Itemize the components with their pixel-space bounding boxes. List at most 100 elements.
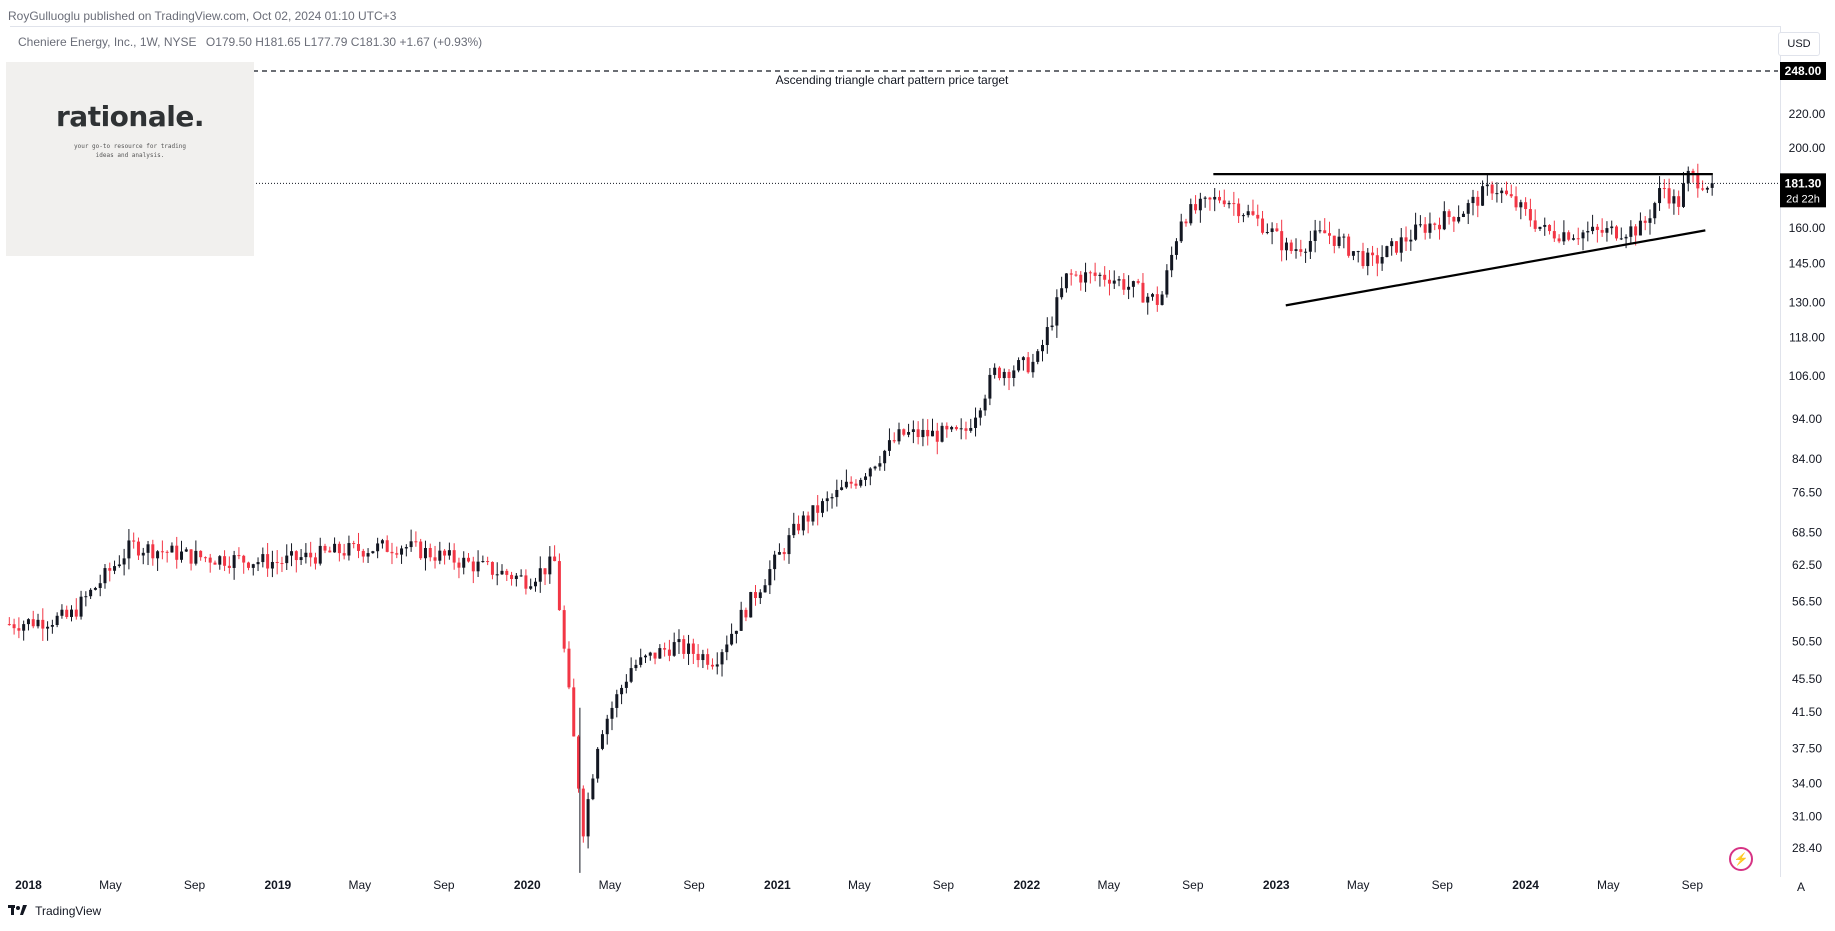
candle-body (945, 425, 949, 430)
candle-body (615, 694, 619, 708)
candle-body (376, 543, 380, 552)
candle-body (1375, 255, 1379, 264)
symbol-name[interactable]: Cheniere Energy, Inc., 1W, NYSE (18, 35, 197, 49)
candle-body (1112, 280, 1116, 284)
candle-body (93, 587, 97, 590)
candle-body (1170, 254, 1174, 271)
auto-scale-button[interactable]: A (1796, 880, 1805, 894)
tradingview-logo[interactable]: TradingView (8, 904, 101, 918)
lightning-icon[interactable]: ⚡ (1729, 847, 1753, 871)
candle-body (1576, 238, 1580, 240)
candle-body (471, 561, 475, 572)
candle-body (658, 648, 662, 659)
candle-body (1347, 236, 1351, 256)
y-tick-label: 76.50 (1792, 486, 1822, 500)
candle-body (467, 557, 471, 562)
candle-body (997, 367, 1001, 379)
candle-body (1557, 238, 1561, 242)
candle-body (1342, 236, 1346, 238)
candle-body (337, 543, 341, 554)
candle-body (849, 481, 853, 484)
candle-body (1524, 202, 1528, 210)
candle-body (916, 429, 920, 438)
candle-body (1677, 196, 1681, 207)
candle-body (266, 554, 270, 569)
candle-body (1069, 273, 1073, 275)
candle-body (1318, 230, 1322, 232)
candle-body (1256, 214, 1260, 219)
candle-body (79, 596, 83, 617)
y-tick-label: 62.50 (1792, 558, 1822, 572)
candle-body (31, 619, 35, 627)
candle-body (41, 619, 45, 629)
candle-body (1686, 170, 1690, 184)
candle-body (1151, 294, 1155, 297)
y-tick-label: 130.00 (1789, 296, 1826, 310)
candle-body (806, 515, 810, 522)
candle-body (1615, 226, 1619, 239)
y-tick-label: 160.00 (1789, 221, 1826, 235)
candle-body (792, 523, 796, 536)
candle-body (1237, 203, 1241, 217)
candle-body (1174, 241, 1178, 255)
candle-body (1672, 196, 1676, 204)
candle-body (969, 427, 973, 431)
candle-body (1323, 230, 1327, 234)
candle-body (643, 655, 647, 658)
current-price-tag (1780, 173, 1826, 208)
candle-body (1519, 202, 1523, 208)
candle-body (50, 624, 54, 627)
candle-body (352, 543, 356, 545)
candle-body (199, 550, 203, 558)
candle-body (1031, 361, 1035, 373)
candle-body (495, 574, 499, 576)
candle-body (1289, 242, 1293, 251)
current-price-label: 181.30 (1785, 176, 1822, 190)
candle-body (1543, 224, 1547, 227)
candle-body (964, 428, 968, 431)
candle-body (1490, 184, 1494, 194)
candle-body (935, 430, 939, 442)
candle-body (127, 540, 131, 559)
candle-body (706, 654, 710, 665)
currency-selector[interactable]: USD (1778, 32, 1820, 56)
candle-body (414, 541, 418, 543)
candle-body (600, 734, 604, 749)
candle-body (218, 556, 222, 565)
candle-body (1591, 226, 1595, 232)
candle-body (1064, 273, 1068, 289)
candle-body (840, 487, 844, 490)
candle-body (1481, 186, 1485, 206)
candle-body (7, 624, 11, 626)
countdown-label: 2d 22h (1786, 193, 1820, 205)
candle-body (1222, 200, 1226, 205)
candle-body (844, 481, 848, 488)
candle-body (280, 563, 284, 565)
candle-body (782, 552, 786, 555)
candle-body (180, 551, 184, 560)
publisher-line: RoyGulluoglu published on TradingView.co… (8, 9, 396, 23)
candle-body (227, 565, 231, 568)
candle-body (46, 626, 50, 629)
candle-body (1629, 226, 1633, 237)
candle-body (978, 410, 982, 418)
candle-body (1270, 228, 1274, 233)
x-month-label: May (1097, 878, 1120, 892)
candle-body (447, 550, 451, 556)
candle-body (591, 778, 595, 800)
candle-body (175, 545, 179, 560)
candle-body (1284, 242, 1288, 251)
candle-body (1495, 193, 1499, 195)
y-tick-label: 220.00 (1789, 107, 1826, 121)
candle-body (232, 555, 236, 568)
candle-body (285, 555, 289, 564)
candle-body (1681, 183, 1685, 207)
candle-body (1380, 257, 1384, 264)
candle-body (1447, 211, 1451, 218)
x-month-label: May (599, 878, 622, 892)
candle-body (581, 788, 585, 837)
symbol-legend: Cheniere Energy, Inc., 1W, NYSE O179.50 … (18, 35, 482, 49)
candle-body (639, 657, 643, 665)
candle-body (1371, 252, 1375, 256)
